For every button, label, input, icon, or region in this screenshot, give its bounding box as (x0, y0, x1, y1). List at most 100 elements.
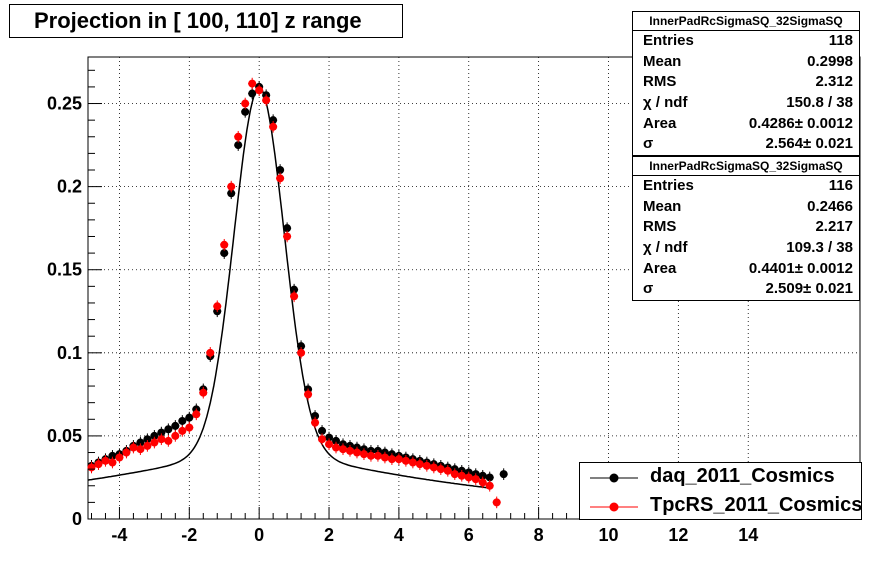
data-point-daq (136, 438, 145, 447)
data-point-tpcrs (464, 473, 473, 482)
data-point-daq (276, 166, 285, 175)
data-point-tpcrs (318, 435, 327, 444)
data-point-daq (234, 141, 243, 150)
data-point-tpcrs (283, 232, 292, 241)
data-point-tpcrs (450, 470, 459, 479)
data-point-tpcrs (108, 458, 117, 467)
data-point-tpcrs (380, 453, 389, 462)
data-point-tpcrs (269, 122, 278, 131)
data-point-daq (143, 435, 152, 444)
data-point-daq (332, 436, 341, 445)
data-point-daq (157, 428, 166, 437)
data-point-daq (241, 107, 250, 116)
data-point-tpcrs (185, 423, 194, 432)
x-tick-label: -2 (181, 525, 197, 545)
y-tick-label: 0.2 (57, 177, 82, 197)
data-point-daq (171, 421, 180, 430)
data-point-daq (150, 431, 159, 440)
stats-row-rms: RMS 2.312 (643, 73, 853, 91)
data-point-tpcrs (325, 440, 334, 449)
data-point-tpcrs (241, 99, 250, 108)
x-tick-label: 14 (738, 525, 758, 545)
stats-row-entries: Entries 116 (643, 177, 853, 194)
data-point-daq (269, 116, 278, 125)
data-point-daq (220, 249, 229, 258)
data-point-tpcrs (199, 388, 208, 397)
stats-row-mean: Mean 0.2466 (643, 197, 853, 215)
data-point-daq (499, 470, 508, 479)
y-tick-label: 0.05 (47, 426, 82, 446)
data-point-tpcrs (485, 481, 494, 490)
data-point-tpcrs (297, 348, 306, 357)
stats-row-area: Area 0.4401± 0.0012 (643, 259, 853, 277)
x-tick-label: 0 (254, 525, 264, 545)
data-point-tpcrs (387, 455, 396, 464)
data-point-tpcrs (164, 436, 173, 445)
data-point-tpcrs (359, 450, 368, 459)
data-point-daq (485, 473, 494, 482)
x-tick-label: 10 (598, 525, 618, 545)
data-point-tpcrs (129, 443, 138, 452)
plot-border (87, 56, 861, 520)
plot-frame (87, 56, 861, 520)
data-point-tpcrs (206, 348, 215, 357)
y-tick-label: 0.25 (47, 94, 82, 114)
stats-row-mean: Mean 0.2998 (643, 52, 853, 70)
x-tick-label: 6 (464, 525, 474, 545)
data-point-tpcrs (478, 478, 487, 487)
data-point-tpcrs (422, 461, 431, 470)
data-point-tpcrs (457, 471, 466, 480)
data-series (87, 77, 508, 509)
y-tick-label: 0.1 (57, 343, 82, 363)
stats-box-tpcrs: InnerPadRcSigmaSQ_32SigmaSQ Entries 116 M… (632, 156, 860, 302)
data-point-tpcrs (150, 438, 159, 447)
x-tick-label: -4 (111, 525, 127, 545)
stats-row-chi2: χ / ndf 150.8 / 38 (643, 94, 853, 112)
stats-row-rms: RMS 2.217 (643, 218, 853, 236)
data-point-tpcrs (87, 463, 96, 472)
y-tick-label: 0.15 (47, 260, 82, 280)
data-point-tpcrs (492, 498, 501, 507)
y-tick-label: 0 (72, 509, 82, 529)
stats-row-chi2: χ / ndf 109.3 / 38 (643, 239, 853, 257)
stats-header: InnerPadRcSigmaSQ_32SigmaSQ (633, 12, 859, 31)
data-point-daq (178, 416, 187, 425)
legend-label-daq: daq_2011_Cosmics (650, 465, 835, 487)
data-point-tpcrs (415, 460, 424, 469)
data-point-daq (283, 224, 292, 233)
data-point-daq (325, 433, 334, 442)
data-point-daq (311, 411, 320, 420)
data-point-daq (227, 189, 236, 198)
data-point-tpcrs (401, 456, 410, 465)
data-point-tpcrs (213, 302, 222, 311)
x-tick-label: 8 (534, 525, 544, 545)
data-point-tpcrs (94, 460, 103, 469)
data-point-tpcrs (178, 426, 187, 435)
legend-marker-tpcrs (590, 502, 638, 512)
chart-title: Projection in [ 100, 110] z range (9, 4, 403, 38)
stats-row-entries: Entries 118 (643, 32, 853, 49)
data-point-tpcrs (234, 132, 243, 141)
data-point-tpcrs (443, 466, 452, 475)
stats-row-sigma: σ 2.564± 0.021 (643, 135, 853, 153)
data-point-tpcrs (345, 446, 354, 455)
data-point-tpcrs (192, 410, 201, 419)
data-point-tpcrs (136, 445, 145, 454)
data-point-tpcrs (471, 475, 480, 484)
data-point-tpcrs (366, 451, 375, 460)
data-point-tpcrs (373, 451, 382, 460)
fit-curve (87, 85, 490, 489)
stats-row-area: Area 0.4286± 0.0012 (643, 114, 853, 132)
data-point-tpcrs (248, 79, 257, 88)
data-point-tpcrs (352, 448, 361, 457)
data-point-daq (164, 425, 173, 434)
data-point-tpcrs (143, 441, 152, 450)
data-point-daq (478, 471, 487, 480)
data-point-tpcrs (227, 182, 236, 191)
legend-item-tpcrs: TpcRS_2011_Cosmics (580, 492, 862, 520)
data-point-tpcrs (101, 456, 110, 465)
data-point-daq (248, 89, 257, 98)
data-point-daq (185, 413, 194, 422)
data-point-tpcrs (276, 174, 285, 183)
